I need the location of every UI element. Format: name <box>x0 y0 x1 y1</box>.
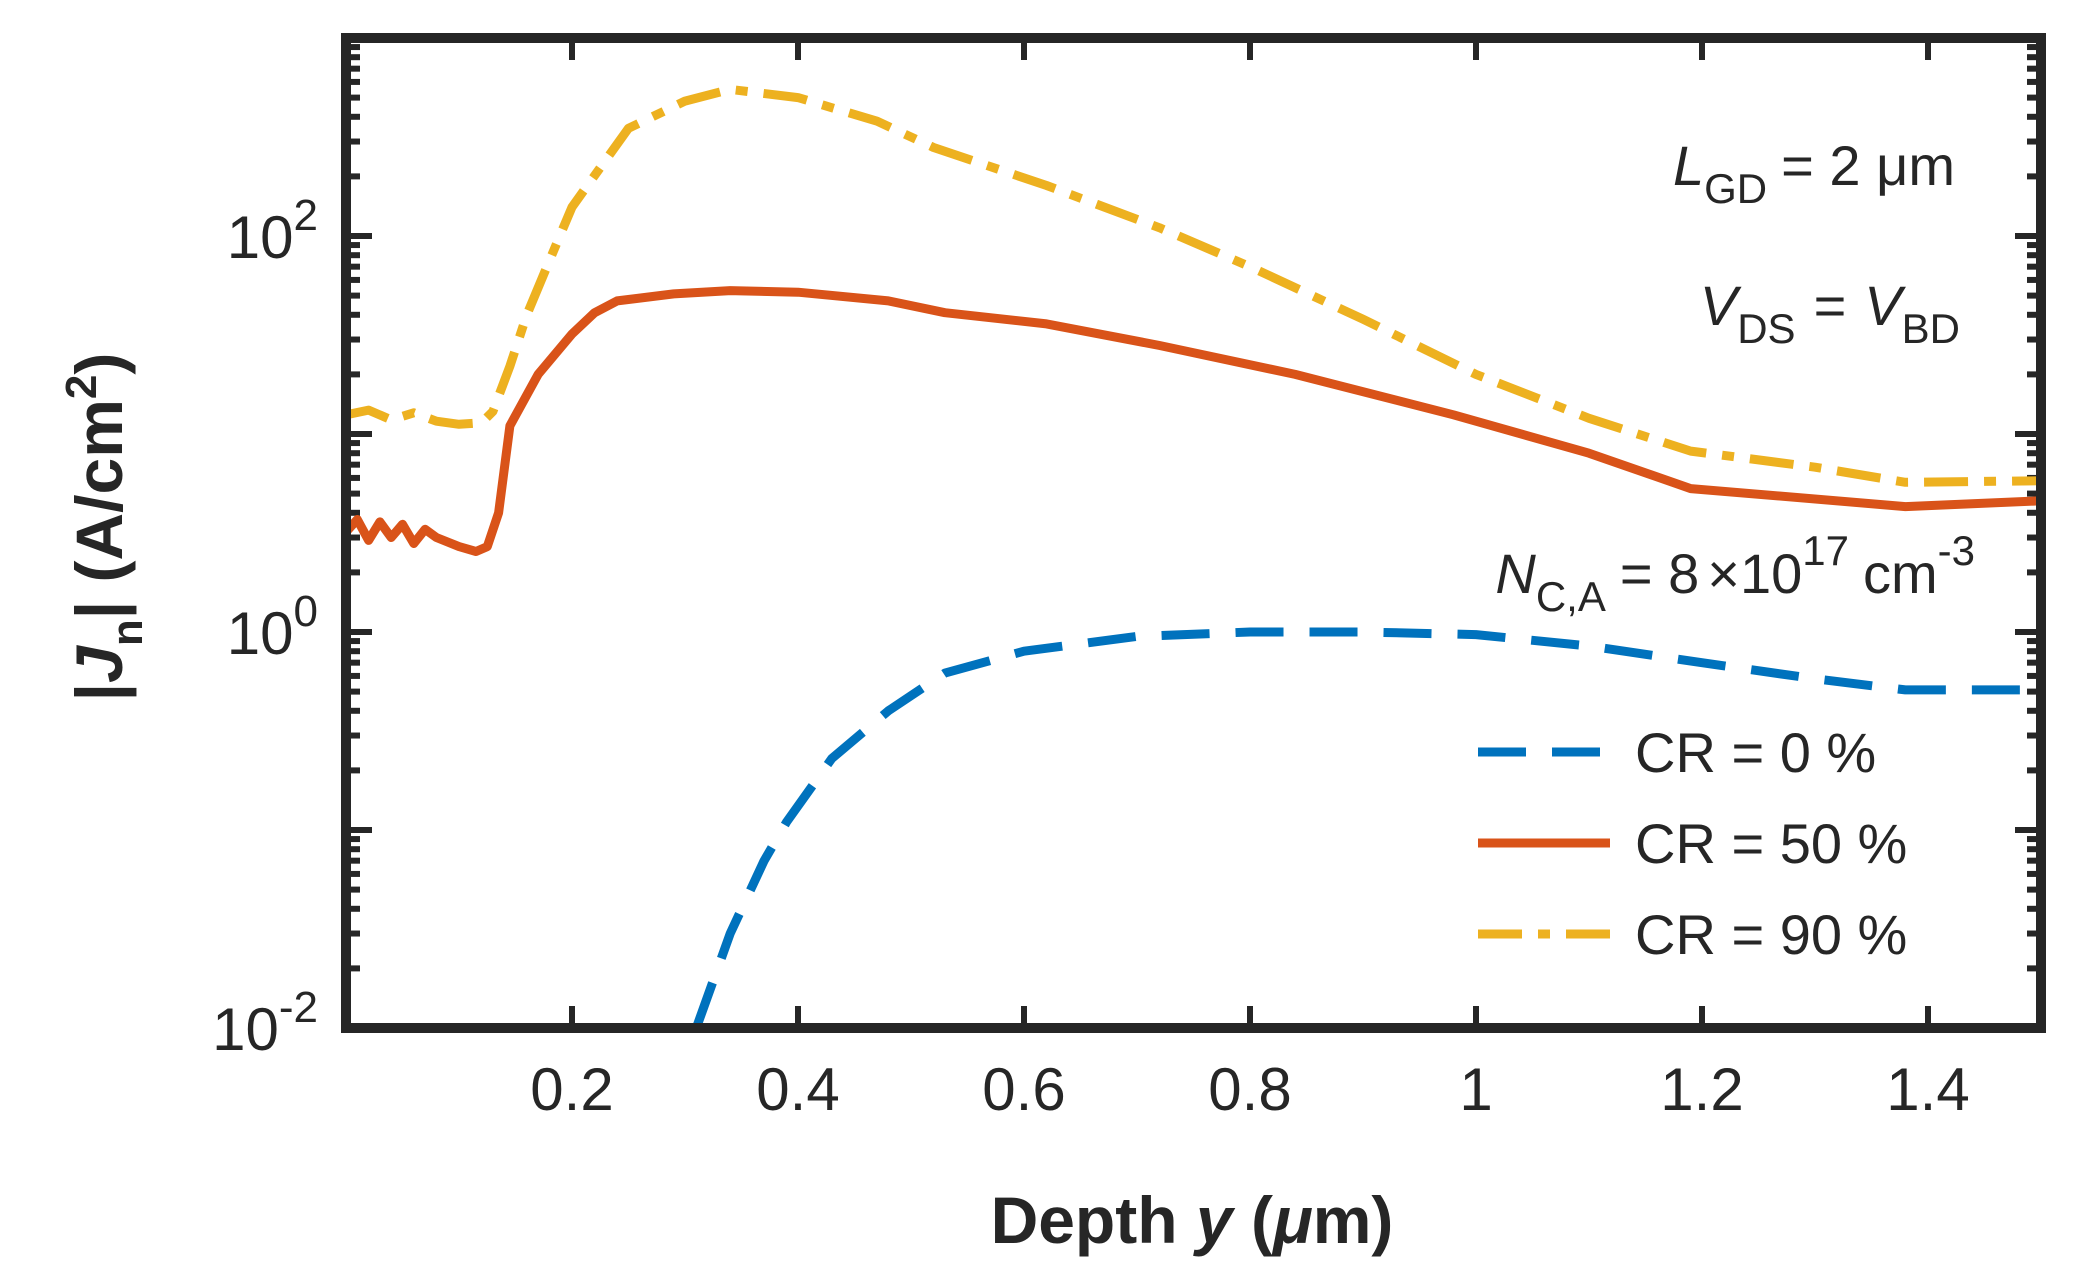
x-tick-label: 0.2 <box>530 1056 613 1123</box>
y-axis-title: |Jn| (A/cm2) <box>57 353 152 702</box>
x-tick-label: 0.6 <box>982 1056 1065 1123</box>
x-axis-title: Depth y (μm) <box>991 1183 1394 1257</box>
x-tick-label: 0.4 <box>756 1056 839 1123</box>
tick-labels: 0.2 0.4 0.6 0.8 1 1.2 1.4 10-2 100 102 <box>212 191 1970 1123</box>
legend: CR = 0 % CR = 50 % CR = 90 % <box>1478 721 1907 966</box>
annotation-vds: VDS = VBD <box>1700 274 1960 352</box>
annotation-nca: NC,A = 8 ×1017 cm-3 <box>1495 527 1975 620</box>
series-line-0 <box>692 627 2041 1028</box>
legend-label-0: CR = 0 % <box>1635 721 1876 784</box>
legend-label-2: CR = 90 % <box>1635 903 1907 966</box>
x-tick-label: 1 <box>1459 1056 1492 1123</box>
y-tick-label: 10-2 <box>212 983 318 1063</box>
series-layer <box>346 84 2041 1028</box>
series-line-2 <box>346 84 2041 487</box>
x-tick-label: 1.2 <box>1660 1056 1743 1123</box>
x-tick-label: 0.8 <box>1208 1056 1291 1123</box>
y-tick-label: 100 <box>227 587 318 667</box>
annotation-lgd: LGD = 2 μm <box>1673 134 1955 212</box>
plot-frame <box>341 33 2046 1033</box>
x-tick-label: 1.4 <box>1886 1056 1969 1123</box>
y-tick-label: 102 <box>227 191 318 271</box>
legend-label-1: CR = 50 % <box>1635 812 1907 875</box>
series-line-1 <box>346 286 2041 556</box>
